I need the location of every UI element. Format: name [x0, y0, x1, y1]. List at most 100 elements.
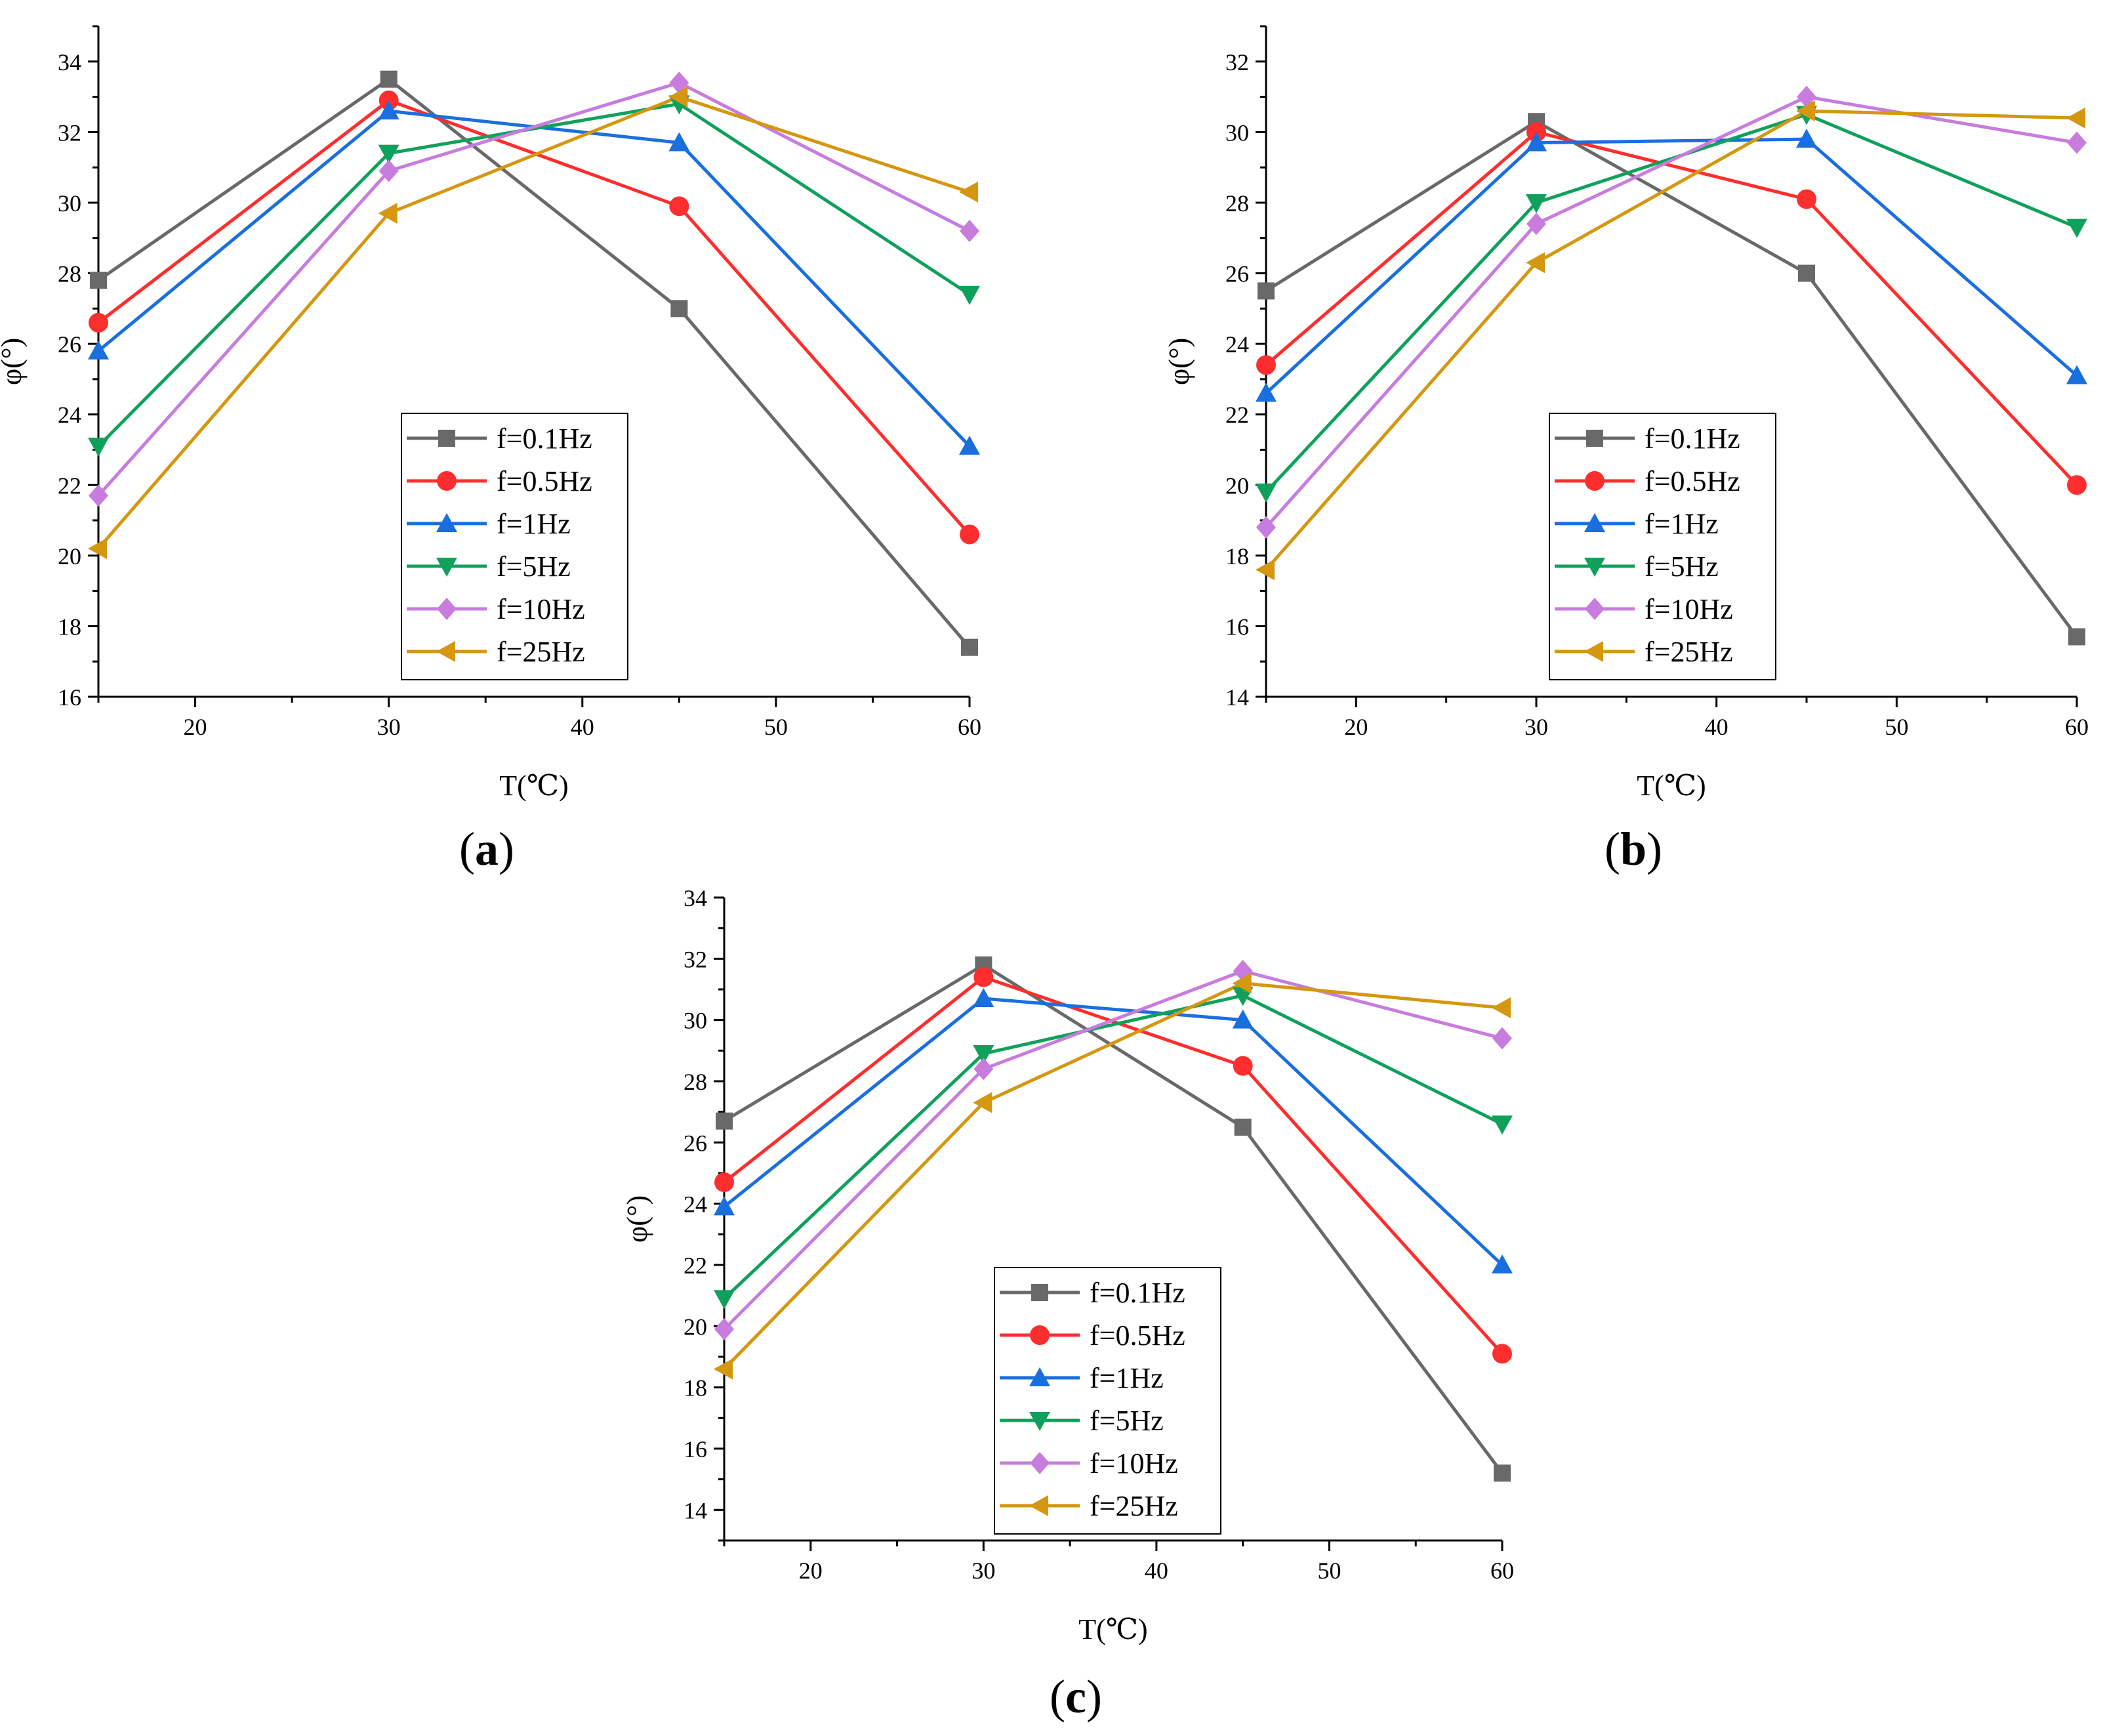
x-tick-label: 20	[184, 714, 207, 740]
y-tick-label: 34	[684, 885, 707, 911]
data-point	[1256, 516, 1276, 539]
data-point	[88, 438, 109, 457]
data-point	[1492, 1344, 1512, 1364]
y-axis-title: φ(°)	[1163, 338, 1195, 385]
series-line-f=5Hz	[97, 102, 971, 447]
data-point	[668, 132, 690, 152]
data-point	[90, 272, 107, 289]
chart-panel-c: 20 30 40 50 60 14 16 18 20 22 24 26 28 30 32 34 T(℃) φ(°)…	[621, 885, 1514, 1723]
legend: f=0.1Hz f=0.5Hz f=1Hz f=5Hz f=10Hz f=25Hz	[401, 413, 628, 680]
series-line-f=1Hz	[1265, 137, 2078, 395]
data-point	[714, 1318, 734, 1340]
data-point	[714, 1196, 735, 1216]
legend-label: f=10Hz	[1090, 1447, 1178, 1479]
x-axis-title: T(℃)	[1637, 770, 1706, 802]
x-tick-label: 50	[764, 714, 788, 740]
data-point	[1232, 1009, 1254, 1029]
legend-marker	[1586, 430, 1603, 447]
y-tick-label: 20	[684, 1313, 707, 1340]
data-point	[1797, 85, 1816, 108]
legend-marker	[437, 471, 457, 491]
legend-marker	[436, 641, 455, 662]
data-point	[380, 70, 398, 88]
legend-label: f=0.1Hz	[497, 423, 592, 455]
data-point	[378, 90, 399, 110]
legend-label: f=0.5Hz	[1090, 1319, 1185, 1352]
data-point	[2066, 365, 2087, 384]
data-point	[960, 524, 979, 545]
panel-label: (c)	[1050, 1670, 1102, 1723]
y-tick-label: 28	[684, 1069, 707, 1095]
legend-marker	[1585, 471, 1605, 491]
chart-panel-b: 20 30 40 50 60 14 16 18 20 22 24 26 28 30 32 T(℃) φ(°) f=…	[1163, 25, 2089, 875]
x-tick-label: 20	[1344, 714, 1368, 740]
legend-label: f=10Hz	[497, 593, 585, 625]
chart-panel-a: 20 30 40 50 60 16 18 20 22 24 26 28 30 32 34 T(℃) φ(°) f=…	[0, 25, 981, 875]
data-point	[1233, 1056, 1253, 1076]
legend-label: f=1Hz	[497, 508, 571, 540]
data-point	[1232, 972, 1252, 994]
data-point	[714, 1358, 733, 1380]
data-point	[1234, 1119, 1252, 1136]
data-point	[716, 1112, 733, 1130]
y-tick-label: 22	[684, 1252, 707, 1279]
series-line-f=0.1Hz	[97, 77, 971, 649]
legend-marker	[1029, 1367, 1050, 1386]
legend-label: f=5Hz	[1645, 550, 1719, 583]
x-tick-label: 30	[377, 714, 401, 740]
data-point	[714, 1172, 734, 1192]
data-point	[2067, 475, 2087, 495]
data-point	[973, 1058, 994, 1081]
legend-label: f=1Hz	[1645, 508, 1719, 540]
series-line-f=10Hz	[1265, 94, 2077, 529]
panel-label-letter: a	[475, 823, 499, 875]
legend-label: f=25Hz	[1645, 636, 1733, 668]
legend-label: f=0.5Hz	[497, 465, 592, 497]
data-point	[1796, 100, 1815, 122]
panel-label: (b)	[1605, 823, 1662, 875]
y-tick-label: 16	[684, 1436, 707, 1462]
legend-marker	[436, 558, 457, 577]
y-tick-label: 30	[1225, 119, 1249, 146]
data-point	[1526, 132, 1547, 152]
data-point	[378, 159, 399, 182]
x-tick-label: 60	[1490, 1558, 1514, 1584]
y-tick-label: 18	[1225, 543, 1249, 569]
y-tick-label: 30	[58, 190, 81, 217]
series-line-f=10Hz	[723, 969, 1503, 1331]
legend-marker	[438, 430, 455, 447]
y-tick-label: 34	[58, 49, 81, 75]
legend-marker	[1030, 1452, 1050, 1474]
x-tick-label: 50	[1317, 1558, 1341, 1584]
y-tick-label: 24	[1225, 331, 1249, 358]
x-tick-label: 50	[1885, 714, 1908, 740]
y-tick-label: 24	[58, 402, 81, 428]
data-point	[1526, 122, 1546, 142]
y-tick-label: 28	[1225, 190, 1249, 217]
data-point	[973, 1092, 992, 1113]
data-point	[973, 1045, 994, 1064]
data-point	[2067, 131, 2087, 154]
series-line-f=10Hz	[97, 81, 971, 497]
data-point	[669, 196, 689, 217]
data-point	[1494, 1464, 1511, 1482]
series-line-f=0.5Hz	[1265, 130, 2078, 486]
data-point	[1256, 484, 1277, 503]
data-point	[378, 203, 398, 224]
data-point	[1796, 129, 1817, 148]
y-axis-title: φ(°)	[0, 338, 28, 385]
y-tick-label: 14	[1225, 684, 1249, 711]
data-point	[668, 86, 688, 108]
data-point	[89, 312, 108, 333]
data-point	[1492, 1115, 1513, 1135]
legend-label: f=25Hz	[497, 636, 585, 668]
y-tick-label: 32	[58, 119, 81, 146]
panel-label-letter: c	[1065, 1670, 1086, 1723]
x-axis-title: T(℃)	[499, 770, 568, 802]
legend-marker	[1029, 1495, 1048, 1516]
data-point	[89, 484, 108, 507]
x-tick-label: 60	[958, 714, 981, 740]
data-point	[973, 967, 994, 987]
data-point	[2066, 218, 2087, 238]
y-tick-label: 22	[58, 472, 81, 499]
